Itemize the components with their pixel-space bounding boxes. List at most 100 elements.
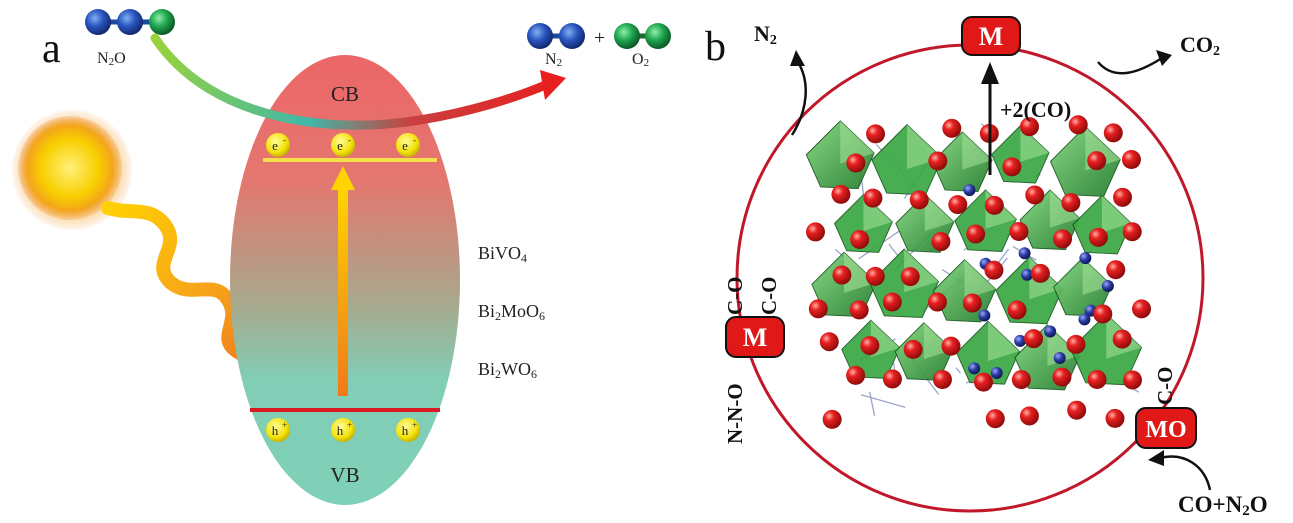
polyhedron-face — [964, 259, 996, 299]
oxygen-atom — [1113, 187, 1133, 207]
panel-a: a CB VB e - — [12, 9, 671, 505]
oxygen-atom — [1025, 185, 1045, 205]
electron-symbol: e — [337, 138, 343, 153]
oxygen-atom — [909, 190, 929, 210]
co-addition-label: +2(CO) — [1000, 97, 1071, 122]
co2-release-arrow — [1097, 56, 1163, 75]
n2-release-arrow — [790, 61, 807, 136]
polyhedron-face — [1102, 195, 1132, 233]
lattice-bond — [868, 391, 876, 416]
electron: e - — [396, 133, 420, 157]
oxygen-atom — [819, 332, 839, 352]
oxygen-atom — [973, 372, 993, 392]
oxygen-atom — [903, 339, 923, 359]
electron-charge: - — [413, 135, 416, 145]
oxygen-atom — [822, 409, 842, 429]
electron: e - — [266, 133, 290, 157]
oxygen-atom — [1019, 117, 1039, 137]
metal-atom — [1018, 247, 1031, 260]
oxygen-atom — [831, 184, 851, 204]
oxygen-atom — [1052, 367, 1072, 387]
oxygen-atom — [1093, 304, 1113, 324]
oxygen-atom — [1067, 400, 1087, 420]
hole-symbol: h — [337, 423, 344, 438]
metal-atom — [1053, 351, 1066, 364]
metal-atom — [1078, 313, 1091, 326]
panel-b: b +2(CO) M N2 CO2 M C-O C-O N — [705, 16, 1268, 519]
hole-charge: + — [282, 420, 287, 430]
oxygen-atom — [1103, 123, 1123, 143]
metal-site-left: M — [725, 316, 785, 358]
oxygen-atom — [927, 292, 947, 312]
polyhedron-face — [962, 131, 993, 170]
electron-charge: - — [348, 135, 351, 145]
oxygen-atom — [1132, 299, 1152, 319]
oxygen-atom — [1122, 370, 1142, 390]
electron: e - — [331, 133, 355, 157]
oxygen-atom — [1053, 229, 1073, 249]
oxygen-atom — [846, 153, 866, 173]
oxygen-atom — [1011, 370, 1031, 390]
oxygen-atom — [1087, 151, 1107, 171]
oxygen-atom — [928, 151, 948, 171]
oxygen-atom — [1106, 260, 1126, 280]
oxygen-atom — [865, 266, 885, 286]
oxygen-atom — [882, 369, 902, 389]
oxygen-atom — [1066, 334, 1086, 354]
o2-product-label: O2 — [632, 51, 649, 69]
oxygen-atom — [1009, 221, 1029, 241]
feed-arrow — [1159, 455, 1212, 491]
electron-dots: e - e - e - — [266, 133, 420, 157]
n2o-molecule — [85, 9, 175, 35]
cb-label: CB — [331, 82, 359, 106]
metal-left-label: M — [743, 323, 768, 352]
vb-label: VB — [330, 463, 359, 487]
hole-charge: + — [412, 420, 417, 430]
oxygen-atom — [1019, 406, 1039, 426]
n2-release-arrowhead — [790, 50, 805, 66]
oxygen-atom — [1087, 370, 1107, 390]
polyhedron-face — [988, 321, 1020, 361]
n2-product-label: N2 — [545, 51, 562, 69]
oxygen-atom — [863, 188, 883, 208]
crystal-structure — [805, 115, 1152, 429]
electron-symbol: e — [272, 138, 278, 153]
oxygen-atom — [1061, 193, 1081, 213]
n2-label: N2 — [754, 21, 777, 48]
oxygen-atom — [984, 195, 1004, 215]
adsorbate-co-left-1: C-O — [723, 277, 747, 316]
hole-dots: h + h + h + — [266, 418, 420, 442]
oxygen-atom — [849, 300, 869, 320]
electron-symbol: e — [402, 138, 408, 153]
oxygen-atom — [942, 118, 962, 138]
oxygen-atom — [832, 265, 852, 285]
oxygen-atom — [1112, 329, 1132, 349]
metal-top-label: M — [979, 22, 1004, 51]
panel-label-b: b — [705, 24, 726, 70]
material-bi2moo6: Bi2MoO6 — [478, 301, 545, 323]
co2-release-arrowhead — [1156, 50, 1172, 66]
oxygen-atom — [948, 195, 968, 215]
oxygen-atom — [846, 365, 866, 385]
reaction-arrowhead — [540, 70, 566, 100]
metal-atom — [1044, 325, 1057, 338]
n2-molecule — [527, 23, 585, 49]
plus-sign: + — [594, 27, 605, 49]
metal-atom — [978, 309, 991, 322]
metal-oxide-label: MO — [1145, 417, 1186, 443]
oxygen-atom — [850, 229, 870, 249]
oxygen-atom — [966, 224, 986, 244]
oxygen-atom — [941, 336, 961, 356]
oxygen-atom — [900, 267, 920, 287]
oxygen-atom — [882, 292, 902, 312]
lattice-bond — [860, 394, 906, 408]
oxygen-atom — [1068, 115, 1088, 135]
metal-atom — [1021, 268, 1034, 281]
co2-label: CO2 — [1180, 32, 1220, 59]
material-bivo4: BiVO4 — [478, 243, 527, 265]
oxygen-atom — [1007, 300, 1027, 320]
oxygen-atom — [1030, 263, 1050, 283]
oxygen-atom — [805, 222, 825, 242]
oxygen-atom — [1122, 222, 1142, 242]
